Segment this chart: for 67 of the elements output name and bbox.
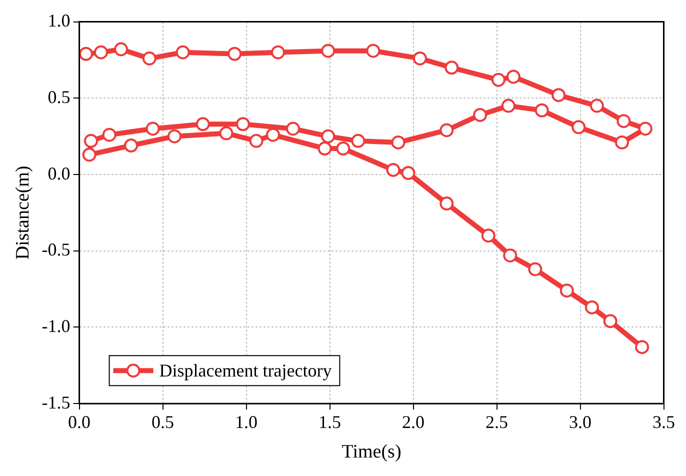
point bbox=[228, 46, 242, 61]
point bbox=[503, 248, 518, 262]
point bbox=[219, 126, 234, 140]
point bbox=[473, 108, 488, 122]
point bbox=[481, 228, 496, 243]
point bbox=[552, 88, 566, 102]
point bbox=[318, 142, 332, 156]
point bbox=[266, 128, 280, 142]
point bbox=[124, 138, 138, 153]
point bbox=[401, 166, 416, 180]
point bbox=[271, 45, 286, 60]
point bbox=[146, 122, 160, 136]
x-tick-label: 2.0 bbox=[402, 412, 425, 432]
point bbox=[176, 45, 190, 60]
point bbox=[534, 103, 549, 118]
point bbox=[336, 142, 350, 156]
x-axis-title: Time(s) bbox=[342, 442, 402, 463]
point bbox=[351, 134, 366, 148]
point bbox=[321, 44, 336, 58]
point bbox=[638, 122, 652, 136]
x-tick-label: 1.5 bbox=[318, 412, 342, 432]
point bbox=[440, 196, 454, 211]
point bbox=[635, 340, 650, 354]
point bbox=[142, 51, 156, 66]
point bbox=[386, 162, 400, 177]
point bbox=[506, 70, 520, 84]
point bbox=[603, 314, 618, 328]
x-tick-label: 2.5 bbox=[486, 412, 508, 432]
y-tick-label: -1.0 bbox=[42, 316, 70, 336]
y-axis-title: Distance(m) bbox=[12, 166, 34, 260]
x-tick-label: 1.0 bbox=[235, 412, 258, 432]
point bbox=[84, 134, 98, 148]
point bbox=[528, 262, 542, 276]
point bbox=[391, 135, 406, 150]
legend-label: Displacement trajectory bbox=[159, 360, 332, 380]
point bbox=[616, 114, 631, 128]
point bbox=[584, 300, 599, 314]
y-tick-label: 0.0 bbox=[48, 163, 70, 184]
point bbox=[102, 128, 116, 142]
x-tick-label: 0.0 bbox=[68, 412, 91, 432]
point bbox=[249, 134, 264, 148]
point bbox=[560, 284, 574, 298]
y-tick-label: 1.0 bbox=[48, 10, 70, 31]
x-tick-label: 0.5 bbox=[152, 412, 174, 432]
point bbox=[491, 72, 506, 87]
y-tick-label: -1.5 bbox=[42, 392, 70, 412]
point bbox=[114, 42, 128, 56]
point bbox=[82, 148, 96, 162]
point bbox=[590, 98, 604, 113]
x-tick-label: 3.0 bbox=[569, 412, 592, 432]
point bbox=[236, 117, 250, 132]
point bbox=[444, 60, 459, 75]
x-tick-label: 3.5 bbox=[652, 412, 675, 432]
point bbox=[615, 135, 630, 150]
y-tick-label: 0.5 bbox=[48, 86, 70, 107]
y-tick-label: -0.5 bbox=[42, 240, 70, 260]
point bbox=[167, 129, 182, 144]
point bbox=[501, 98, 516, 113]
point bbox=[440, 123, 454, 138]
point bbox=[412, 51, 427, 66]
point bbox=[79, 46, 93, 61]
point bbox=[286, 122, 300, 136]
point bbox=[196, 117, 210, 132]
point bbox=[366, 44, 380, 58]
point bbox=[94, 45, 108, 60]
point bbox=[321, 129, 336, 144]
point bbox=[572, 120, 586, 134]
